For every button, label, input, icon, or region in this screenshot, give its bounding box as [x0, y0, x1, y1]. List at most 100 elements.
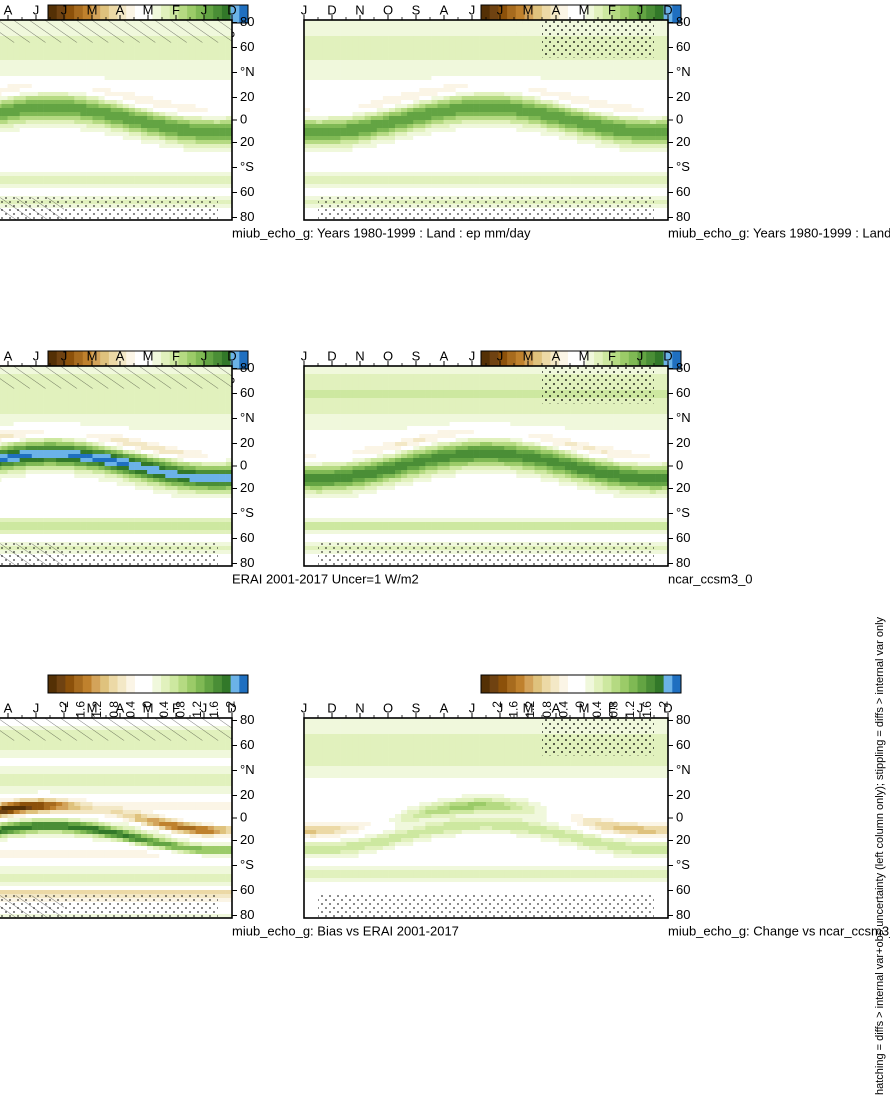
heatmap-cell — [195, 402, 201, 406]
heatmap-cell — [7, 72, 13, 76]
heatmap-cell — [226, 450, 232, 454]
heatmap-cell — [189, 410, 195, 414]
heatmap-cell — [38, 470, 44, 474]
heatmap-cell — [159, 486, 165, 490]
heatmap-cell — [165, 434, 171, 438]
heatmap-cell — [195, 56, 201, 60]
heatmap-cell — [171, 482, 177, 486]
heatmap-cell — [159, 454, 165, 458]
heatmap-cell — [98, 422, 104, 426]
heatmap-cell — [25, 52, 31, 56]
heatmap-cell — [171, 84, 177, 88]
heatmap-cell — [141, 84, 147, 88]
heatmap-cell — [1, 104, 7, 108]
heatmap-cell — [159, 80, 165, 84]
heatmap-cell — [159, 96, 165, 100]
heatmap-cell — [110, 80, 116, 84]
heatmap-cell — [141, 482, 147, 486]
heatmap-cell — [7, 168, 13, 172]
heatmap-cell — [159, 438, 165, 442]
heatmap-cell — [183, 180, 189, 184]
heatmap-cell — [7, 160, 13, 164]
heatmap-cell — [165, 418, 171, 422]
heatmap-cell — [19, 128, 25, 132]
heatmap-cell — [207, 80, 213, 84]
heatmap-cell — [165, 482, 171, 486]
heatmap-cell — [0, 426, 1, 430]
heatmap-cell — [98, 152, 104, 156]
heatmap-cell — [116, 132, 122, 136]
heatmap-cell — [147, 184, 153, 188]
heatmap-cell — [220, 60, 226, 64]
heatmap-cell — [74, 100, 80, 104]
heatmap-cell — [25, 64, 31, 68]
heatmap-cell — [189, 96, 195, 100]
heatmap-cell — [201, 112, 207, 116]
heatmap-cell — [19, 188, 25, 192]
heatmap-cell — [92, 402, 98, 406]
heatmap-cell — [135, 108, 141, 112]
heatmap-cell — [123, 132, 129, 136]
heatmap-cell — [50, 180, 56, 184]
heatmap-cell — [110, 104, 116, 108]
heatmap-cell — [19, 96, 25, 100]
heatmap-cell — [195, 76, 201, 80]
heatmap-cell — [195, 482, 201, 486]
heatmap-cell — [80, 156, 86, 160]
heatmap-cell — [201, 188, 207, 192]
heatmap-cell — [50, 466, 56, 470]
heatmap-cell — [25, 68, 31, 72]
heatmap-cell — [80, 478, 86, 482]
heatmap-cell — [207, 92, 213, 96]
heatmap-cell — [141, 422, 147, 426]
heatmap-cell — [92, 44, 98, 48]
heatmap-cell — [86, 116, 92, 120]
heatmap-cell — [80, 116, 86, 120]
heatmap-cell — [1, 450, 7, 454]
heatmap-cell — [92, 478, 98, 482]
heatmap-cell — [135, 398, 141, 402]
heatmap-cell — [44, 442, 50, 446]
heatmap-cell — [183, 458, 189, 462]
heatmap-cell — [147, 76, 153, 80]
heatmap-cell — [104, 414, 110, 418]
heatmap-cell — [13, 64, 19, 68]
heatmap-cell — [25, 172, 31, 176]
heatmap-cell — [214, 116, 220, 120]
heatmap-cell — [123, 410, 129, 414]
heatmap-cell — [80, 422, 86, 426]
heatmap-cell — [147, 176, 153, 180]
heatmap-cell — [123, 176, 129, 180]
heatmap-cell — [104, 48, 110, 52]
heatmap-cell — [62, 462, 68, 466]
heatmap-cell — [110, 418, 116, 422]
heatmap-cell — [129, 52, 135, 56]
heatmap-cell — [68, 84, 74, 88]
heatmap-cell — [7, 176, 13, 180]
heatmap-cell — [226, 402, 232, 406]
heatmap-cell — [201, 92, 207, 96]
heatmap-cell — [135, 422, 141, 426]
heatmap-cell — [123, 84, 129, 88]
heatmap-cell — [50, 422, 56, 426]
heatmap-cell — [214, 438, 220, 442]
heatmap-cell — [220, 172, 226, 176]
heatmap-cell — [32, 172, 38, 176]
heatmap-cell — [32, 406, 38, 410]
heatmap-cell — [98, 88, 104, 92]
heatmap-cell — [0, 406, 1, 410]
heatmap-cell — [129, 132, 135, 136]
heatmap-cell — [38, 180, 44, 184]
heatmap-cell — [110, 56, 116, 60]
heatmap-cell — [116, 390, 122, 394]
heatmap-cell — [19, 414, 25, 418]
heatmap-cell — [104, 482, 110, 486]
month-tick-label: A — [116, 2, 125, 17]
heatmap-cell — [7, 104, 13, 108]
heatmap-cell — [92, 128, 98, 132]
heatmap-cell — [207, 454, 213, 458]
heatmap-cell — [13, 44, 19, 48]
heatmap-cell — [0, 44, 1, 48]
heatmap-cell — [62, 136, 68, 140]
heatmap-cell — [86, 128, 92, 132]
